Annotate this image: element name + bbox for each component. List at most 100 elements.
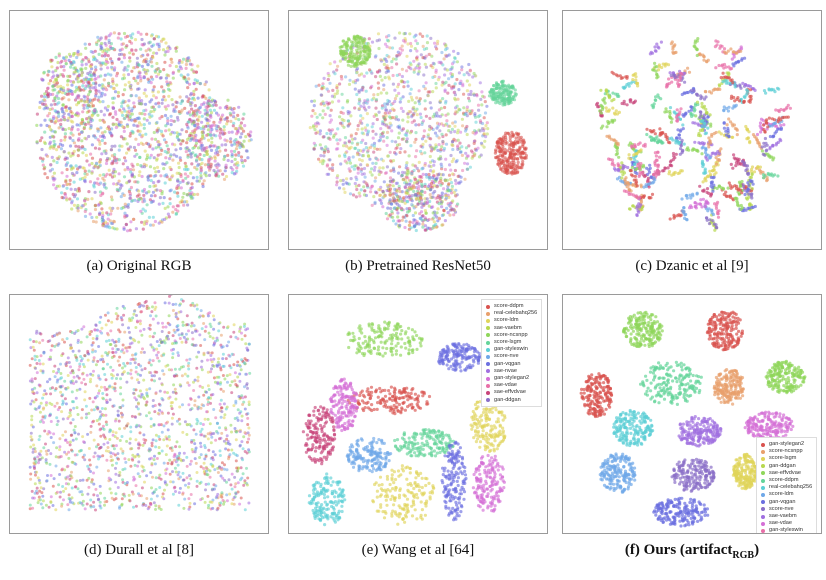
scatter-point <box>97 83 102 87</box>
scatter-point <box>142 68 147 72</box>
scatter-point <box>453 124 457 128</box>
scatter-point <box>372 141 377 145</box>
scatter-point <box>706 174 710 178</box>
scatter-point <box>166 83 170 87</box>
scatter-point <box>98 173 102 177</box>
scatter-point <box>758 121 763 125</box>
scatter-point <box>319 93 323 97</box>
scatter-point <box>64 180 68 184</box>
scatter-point <box>719 132 723 136</box>
scatter-point <box>130 112 134 116</box>
scatter-point <box>321 82 325 86</box>
scatter-point <box>153 107 157 112</box>
scatter-point <box>312 104 316 108</box>
scatter-point <box>436 78 440 82</box>
scatter-point <box>326 106 330 110</box>
scatter-point <box>449 153 453 158</box>
scatter-point <box>429 227 433 231</box>
scatter-point <box>711 88 715 92</box>
scatter-point <box>395 198 399 202</box>
scatter-point <box>361 154 366 158</box>
scatter-point <box>328 114 332 118</box>
scatter-point <box>452 208 456 212</box>
scatter-point <box>711 169 715 173</box>
scatter-point <box>209 133 213 137</box>
scatter-point <box>76 96 81 100</box>
scatter-point <box>362 166 367 171</box>
scatter-point <box>673 76 677 80</box>
scatter-point <box>464 151 468 155</box>
scatter-point <box>314 122 318 126</box>
scatter-point <box>436 114 440 118</box>
scatter-point <box>87 80 91 84</box>
scatter-point <box>353 87 357 91</box>
scatter-point <box>421 56 425 60</box>
scatter-point <box>335 180 339 184</box>
scatter-point <box>391 57 395 61</box>
scatter-point <box>62 150 66 154</box>
scatter-point <box>746 136 750 140</box>
scatter-point <box>93 181 97 185</box>
scatter-point <box>193 136 197 140</box>
scatter-point <box>91 86 95 90</box>
scatter-point <box>77 148 81 152</box>
scatter-point <box>189 93 193 97</box>
scatter-point <box>508 136 512 140</box>
scatter-point <box>465 71 469 75</box>
scatter-point <box>164 129 168 133</box>
scatter-point <box>391 196 395 200</box>
scatter-point <box>158 116 162 120</box>
scatter-point <box>363 45 367 49</box>
scatter-point <box>83 199 87 203</box>
scatter-point <box>151 88 155 92</box>
scatter-point <box>121 205 125 210</box>
scatter-point <box>497 86 501 90</box>
scatter-point <box>94 92 98 96</box>
scatter-point <box>345 177 349 181</box>
scatter-point <box>334 147 339 151</box>
scatter-point <box>74 164 78 168</box>
scatter-point <box>194 109 198 113</box>
scatter-point <box>80 139 84 143</box>
scatter-point <box>379 58 383 62</box>
scatter-point <box>342 187 346 191</box>
scatter-point <box>175 154 179 158</box>
scatter-point <box>61 184 65 188</box>
scatter-point <box>452 157 456 161</box>
scatter-point <box>57 126 61 130</box>
scatter-point <box>140 64 144 68</box>
scatter-point <box>143 112 147 116</box>
scatter-point <box>425 46 429 51</box>
scatter-point <box>67 116 71 120</box>
scatter-point <box>151 147 155 151</box>
scatter-point <box>145 153 149 157</box>
scatter-point <box>396 211 400 215</box>
scatter-point <box>465 132 469 137</box>
scatter-point <box>70 207 74 211</box>
scatter-point <box>381 205 385 209</box>
scatter-point <box>119 195 123 199</box>
scatter-point <box>337 99 341 103</box>
scatter-point <box>653 151 657 155</box>
scatter-point <box>413 211 418 215</box>
scatter-point <box>438 196 442 200</box>
scatter-point <box>347 38 351 42</box>
scatter-point <box>483 139 487 143</box>
scatter-point <box>204 174 208 178</box>
scatter-point <box>232 142 237 146</box>
scatter-point <box>67 112 71 116</box>
scatter-point <box>472 71 476 76</box>
scatter-point <box>348 78 352 82</box>
scatter-point <box>62 56 66 61</box>
scatter-point <box>419 192 423 196</box>
scatter-point <box>664 107 668 111</box>
scatter-point <box>146 142 150 146</box>
scatter-point <box>143 149 147 153</box>
scatter-point <box>354 184 358 188</box>
scatter-point <box>516 152 520 156</box>
scatter-point <box>155 61 159 66</box>
scatter-point <box>113 110 118 114</box>
scatter-point <box>147 121 152 125</box>
scatter-point <box>101 218 106 223</box>
scatter-point <box>391 192 395 196</box>
